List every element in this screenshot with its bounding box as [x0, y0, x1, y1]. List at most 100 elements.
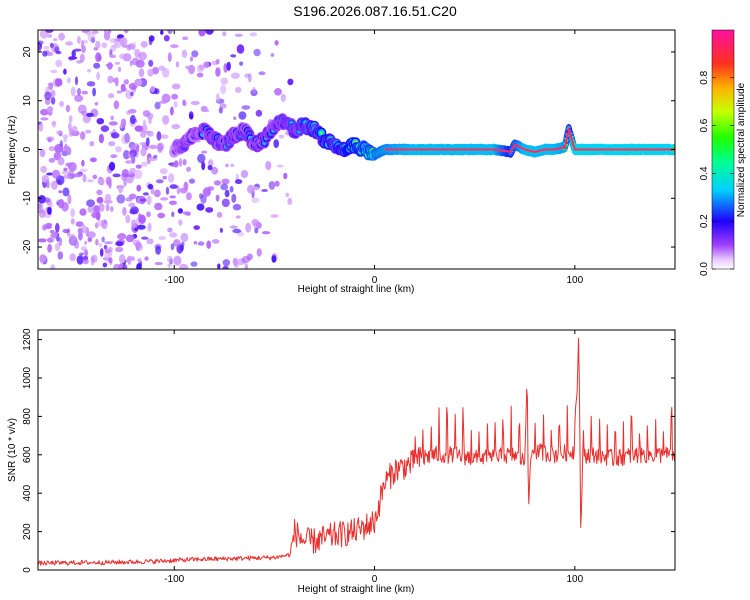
noise-blob: [81, 30, 90, 33]
noise-blob: [224, 189, 230, 198]
x-tick-label: 100: [566, 275, 583, 286]
noise-blob: [157, 143, 164, 153]
noise-blob: [108, 179, 112, 189]
noise-blob: [201, 150, 208, 154]
noise-blob: [196, 203, 205, 211]
colorbar-tick-label: 0.4: [699, 166, 710, 180]
noise-blob: [205, 207, 214, 213]
noise-blob: [108, 246, 113, 253]
noise-blob: [68, 56, 78, 60]
noise-blob: [283, 172, 288, 180]
ridge-centerline: [384, 126, 675, 153]
y-tick-label: 20: [22, 46, 33, 58]
noise-blob: [75, 221, 84, 228]
noise-blob: [274, 88, 282, 96]
noise-blob: [198, 193, 203, 199]
x-tick-label: 100: [566, 574, 583, 585]
noise-blob: [74, 76, 79, 86]
noise-blob: [254, 227, 259, 234]
noise-blob: [125, 234, 135, 243]
snr-xlabel: Height of straight line (km): [298, 584, 415, 595]
noise-blob: [94, 101, 99, 106]
noise-blob: [40, 108, 49, 116]
noise-blob: [258, 71, 266, 76]
noise-blob: [50, 264, 56, 269]
y-tick-label: -10: [22, 191, 33, 206]
noise-blob: [235, 215, 241, 219]
noise-blob: [103, 31, 111, 41]
noise-blob: [48, 82, 54, 91]
noise-blob: [109, 54, 117, 58]
noise-blob: [86, 81, 96, 87]
noise-blob: [137, 224, 146, 230]
noise-blob: [56, 235, 60, 242]
noise-blob: [83, 40, 88, 44]
noise-blob: [188, 178, 196, 184]
noise-blob: [125, 160, 133, 164]
noise-blob: [167, 173, 175, 184]
noise-blob: [45, 223, 53, 227]
noise-blob: [146, 130, 154, 137]
noise-blob: [93, 205, 100, 213]
noise-blob: [128, 193, 137, 200]
noise-blob: [68, 122, 72, 132]
noise-blob: [112, 78, 118, 83]
y-tick-label: 10: [22, 95, 33, 107]
noise-blob: [221, 198, 230, 208]
noise-blob: [48, 199, 53, 210]
colorbar-label: Normalized spectral amplitude: [736, 82, 747, 217]
noise-blob: [80, 131, 86, 140]
noise-blob: [77, 36, 81, 44]
noise-blob: [86, 112, 94, 117]
noise-blob: [68, 115, 73, 123]
noise-blob: [96, 196, 104, 204]
noise-blob: [108, 161, 116, 171]
noise-blob: [179, 263, 188, 269]
noise-blob: [43, 46, 50, 50]
noise-blob: [233, 116, 237, 120]
noise-blob: [131, 219, 137, 228]
noise-blob: [255, 109, 263, 117]
noise-blob: [105, 203, 110, 212]
noise-blob: [122, 264, 128, 269]
noise-blob: [113, 100, 120, 110]
noise-blob: [113, 43, 121, 49]
noise-blob: [270, 53, 275, 57]
noise-blob: [79, 252, 84, 256]
noise-blob: [173, 239, 181, 247]
noise-blob: [50, 96, 56, 105]
noise-blob: [54, 145, 64, 153]
noise-blob: [51, 231, 58, 238]
noise-blob: [115, 146, 122, 153]
noise-blob: [115, 241, 124, 247]
y-tick-label: 1000: [22, 366, 33, 389]
noise-blob: [153, 189, 161, 198]
noise-blob: [219, 227, 223, 233]
noise-blob: [137, 258, 142, 263]
noise-blob: [112, 173, 121, 178]
noise-blob: [82, 173, 87, 183]
noise-blob: [139, 142, 148, 146]
noise-blob: [167, 30, 173, 35]
noise-blob: [95, 238, 99, 246]
noise-blob: [74, 240, 79, 249]
noise-blob: [98, 203, 105, 212]
noise-blob: [167, 263, 172, 268]
noise-blob: [134, 125, 144, 132]
noise-blob: [126, 177, 134, 184]
noise-blob: [55, 50, 62, 55]
noise-blob: [77, 227, 83, 234]
y-tick-label: 600: [22, 446, 33, 463]
noise-blob: [89, 157, 97, 163]
noise-blob: [42, 197, 51, 203]
noise-blob: [109, 206, 114, 212]
noise-blob: [59, 101, 65, 107]
noise-blob: [92, 87, 96, 97]
noise-blob: [71, 125, 78, 135]
noise-blob: [39, 149, 46, 158]
noise-blob: [69, 233, 76, 243]
x-tick-label: 0: [372, 574, 378, 585]
noise-blob: [62, 228, 70, 234]
